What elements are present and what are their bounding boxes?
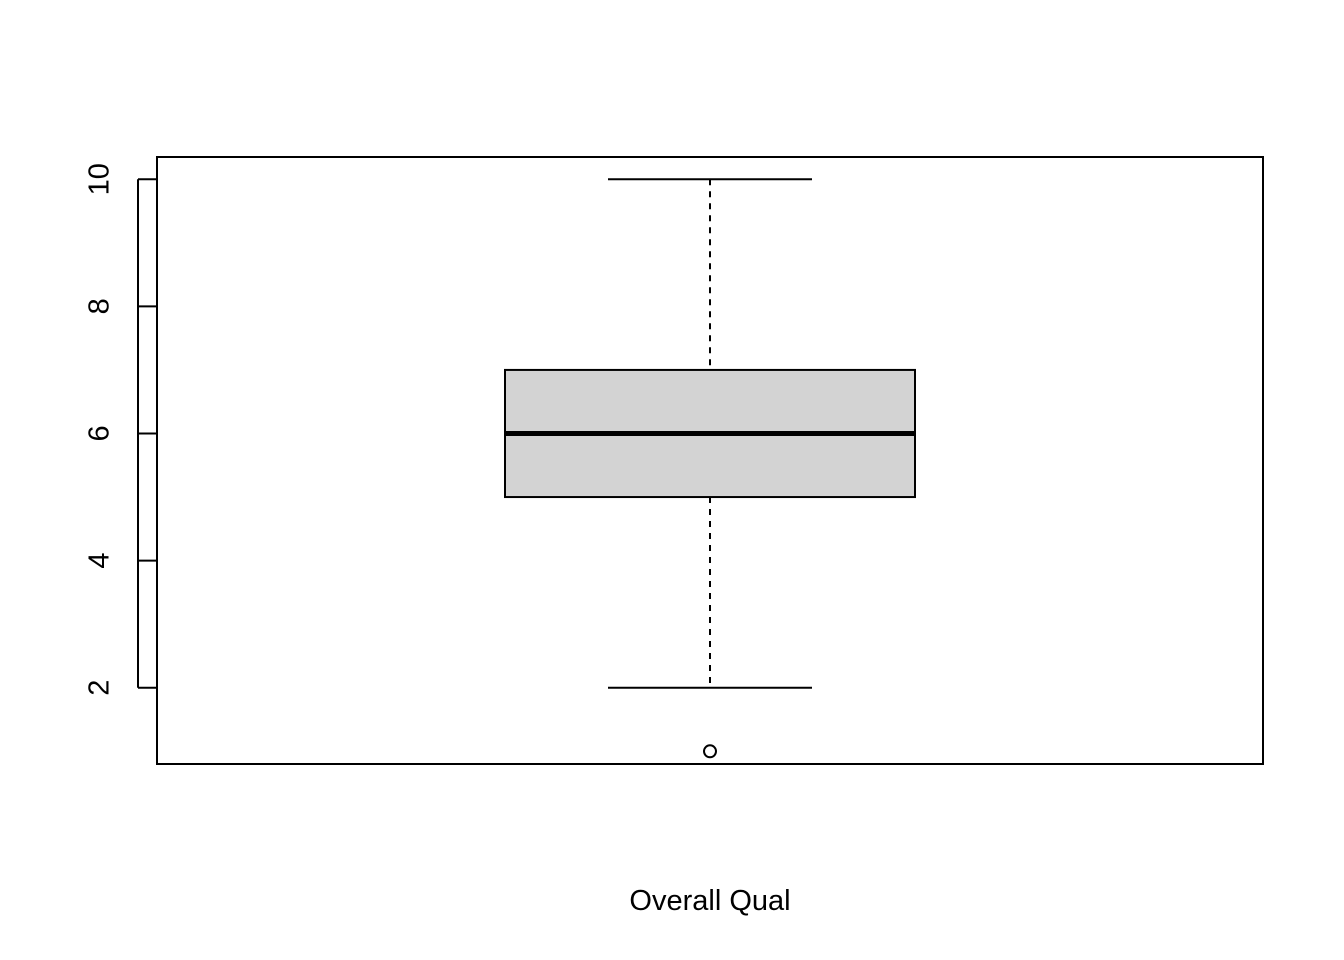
y-tick-label: 8: [84, 298, 116, 314]
x-axis-label: Overall Qual: [629, 885, 790, 917]
y-tick-label: 6: [84, 425, 116, 441]
plot-frame: [156, 156, 1264, 765]
y-tick-label: 2: [84, 680, 116, 696]
box-plot: [504, 178, 916, 689]
y-tick-label: 4: [84, 553, 116, 569]
y-tick-label: 10: [84, 163, 116, 195]
outlier-points: [703, 744, 717, 759]
y-axis: 2 4 6 8 10: [84, 163, 157, 696]
outlier-point: [703, 744, 717, 759]
